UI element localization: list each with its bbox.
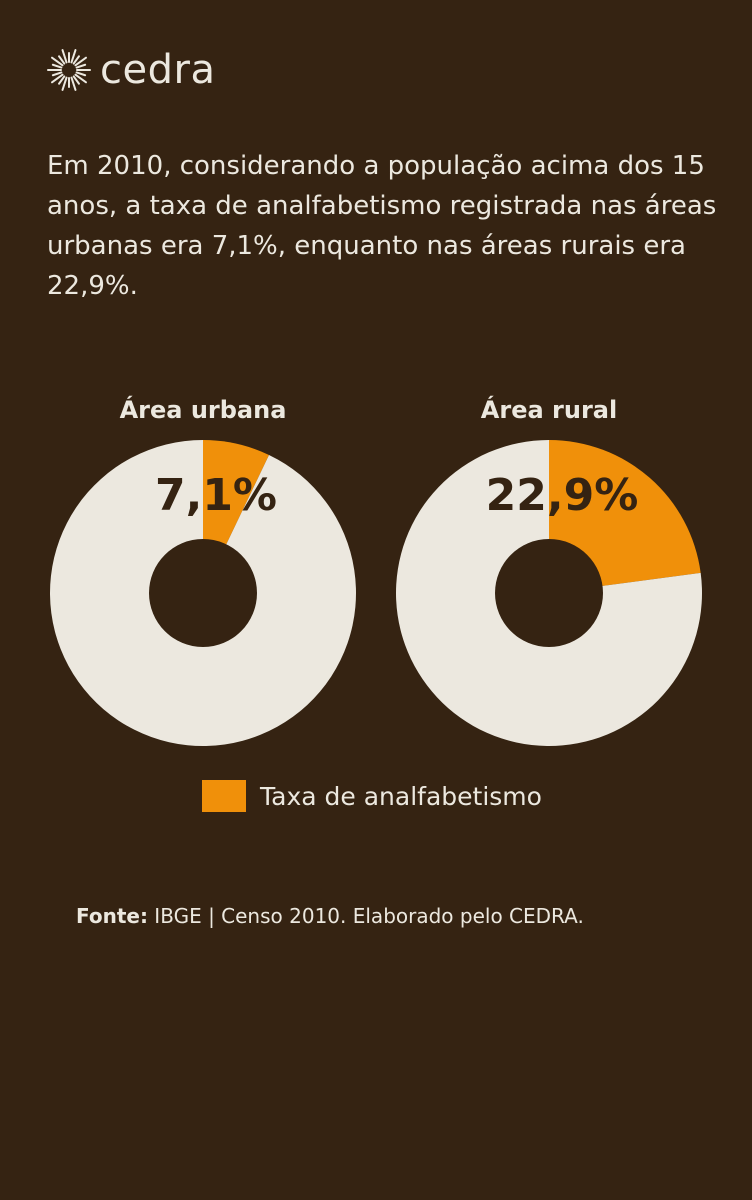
source-prefix: Fonte: bbox=[76, 904, 148, 928]
chart-title-rural: Área rural bbox=[480, 396, 618, 424]
logo-ray bbox=[75, 63, 87, 69]
logo-ray bbox=[61, 76, 68, 91]
intro-text: Em 2010, considerando a população acima … bbox=[47, 151, 717, 301]
logo-ray bbox=[58, 75, 66, 85]
data-label-rural: 22,9% bbox=[486, 470, 639, 521]
data-label-urbana: 7,1% bbox=[155, 470, 277, 521]
logo-ray bbox=[51, 71, 63, 77]
chart-title-urbana: Área urbana bbox=[119, 396, 287, 424]
legend-swatch bbox=[202, 780, 246, 812]
brand-name: cedra bbox=[100, 47, 216, 93]
logo-ray bbox=[58, 55, 66, 65]
logo-ray bbox=[72, 75, 80, 85]
logo-ray bbox=[70, 49, 77, 64]
donut-hole-urbana bbox=[149, 539, 257, 647]
brand-logo: cedra bbox=[46, 44, 215, 96]
source-text: IBGE | Censo 2010. Elaborado pelo CEDRA. bbox=[147, 904, 584, 928]
logo-ray bbox=[74, 56, 87, 67]
logo-ray bbox=[51, 63, 63, 69]
logo-ray bbox=[72, 55, 80, 65]
logo-ray bbox=[61, 49, 68, 64]
logo-ray bbox=[51, 56, 64, 67]
logo-ray bbox=[74, 73, 87, 84]
sun-burst-icon bbox=[47, 49, 91, 91]
donut-hole-rural bbox=[495, 539, 603, 647]
source-note: Fonte: IBGE | Censo 2010. Elaborado pelo… bbox=[76, 904, 716, 928]
logo-ray bbox=[51, 73, 64, 84]
legend: Taxa de analfabetismo bbox=[202, 780, 542, 812]
logo-ray bbox=[75, 71, 87, 77]
legend-label: Taxa de analfabetismo bbox=[260, 781, 542, 811]
logo-ray bbox=[70, 76, 77, 91]
